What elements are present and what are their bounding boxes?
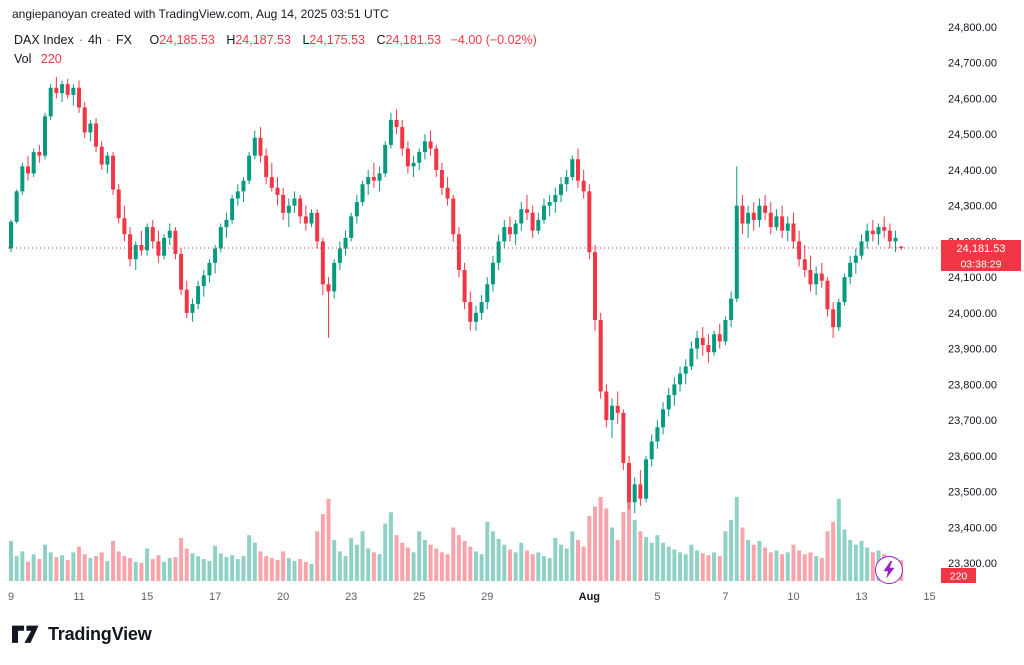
price-axis[interactable]: 24,800.00 24,700.00 24,600.00 24,500.00 24,4… (948, 22, 997, 570)
svg-text:24,700.00: 24,700.00 (948, 58, 997, 70)
svg-text:13: 13 (855, 591, 867, 603)
brand-name: TradingView (48, 624, 152, 644)
svg-text:15: 15 (923, 591, 935, 603)
svg-text:24,800.00: 24,800.00 (948, 22, 997, 34)
change-value: −4.00 (−0.02%) (450, 33, 537, 47)
svg-text:24,000.00: 24,000.00 (948, 308, 997, 320)
volume-series (9, 496, 904, 581)
volume-row: Vol 220 (14, 50, 537, 69)
open-value: 24,185.53 (159, 33, 215, 47)
svg-text:23,900.00: 23,900.00 (948, 344, 997, 356)
svg-text:7: 7 (722, 591, 728, 603)
svg-text:Aug: Aug (579, 591, 600, 603)
volume-value: 220 (40, 52, 62, 66)
symbol-row: DAX Index · 4h · FX O24,185.53 H24,187.53 L2… (14, 31, 537, 50)
candlestick-chart[interactable]: 24,800.00 24,700.00 24,600.00 24,500.00 24,4… (0, 0, 1024, 614)
svg-text:20: 20 (277, 591, 289, 603)
lightning-bolt-icon (883, 561, 895, 579)
svg-text:25: 25 (413, 591, 425, 603)
svg-text:23,800.00: 23,800.00 (948, 379, 997, 391)
close-value: 24,181.53 (385, 33, 442, 47)
svg-text:220: 220 (950, 571, 968, 583)
svg-text:23,600.00: 23,600.00 (948, 451, 997, 463)
time-axis[interactable]: 9 11 15 17 20 23 25 29 Aug 5 7 10 13 15 (8, 591, 936, 603)
tradingview-logo[interactable]: TradingView (12, 624, 152, 645)
svg-text:24,181.53: 24,181.53 (957, 243, 1006, 255)
svg-text:24,300.00: 24,300.00 (948, 201, 997, 213)
low-label: L (302, 33, 310, 47)
svg-text:24,400.00: 24,400.00 (948, 165, 997, 177)
svg-text:29: 29 (481, 591, 493, 603)
svg-text:9: 9 (8, 591, 14, 603)
svg-text:23,300.00: 23,300.00 (948, 558, 997, 570)
legend-separator: · (106, 33, 112, 47)
price-badge: 24,181.53 03:38:29 (941, 239, 1021, 271)
high-value: 24,187.53 (235, 33, 291, 47)
attribution-text: angiepanoyan created with TradingView.co… (12, 7, 389, 21)
interval-label[interactable]: 4h (87, 33, 102, 47)
lightning-button[interactable] (875, 556, 903, 584)
svg-text:10: 10 (787, 591, 799, 603)
chart-legend: DAX Index · 4h · FX O24,185.53 H24,187.53 L2… (14, 31, 537, 69)
svg-text:24,500.00: 24,500.00 (948, 129, 997, 141)
svg-text:5: 5 (654, 591, 660, 603)
countdown-timer: 03:38:29 (961, 258, 1002, 270)
tradingview-logo-mark (12, 625, 39, 643)
svg-text:17: 17 (209, 591, 221, 603)
svg-text:24,600.00: 24,600.00 (948, 93, 997, 105)
svg-text:23,500.00: 23,500.00 (948, 487, 997, 499)
svg-text:23,400.00: 23,400.00 (948, 522, 997, 534)
volume-badge: 220 (941, 568, 976, 583)
open-label: O (149, 33, 160, 47)
high-label: H (226, 33, 236, 47)
volume-label[interactable]: Vol (14, 52, 32, 66)
svg-text:11: 11 (73, 591, 84, 603)
close-label: C (376, 33, 386, 47)
low-value: 24,175.53 (309, 33, 365, 47)
candles-series (9, 77, 904, 513)
exchange-label: FX (116, 33, 132, 47)
legend-separator: · (78, 33, 83, 47)
svg-text:15: 15 (141, 591, 153, 603)
svg-text:23: 23 (345, 591, 357, 603)
svg-text:24,100.00: 24,100.00 (948, 272, 997, 284)
symbol-name[interactable]: DAX Index (14, 33, 74, 47)
svg-text:23,700.00: 23,700.00 (948, 415, 997, 427)
